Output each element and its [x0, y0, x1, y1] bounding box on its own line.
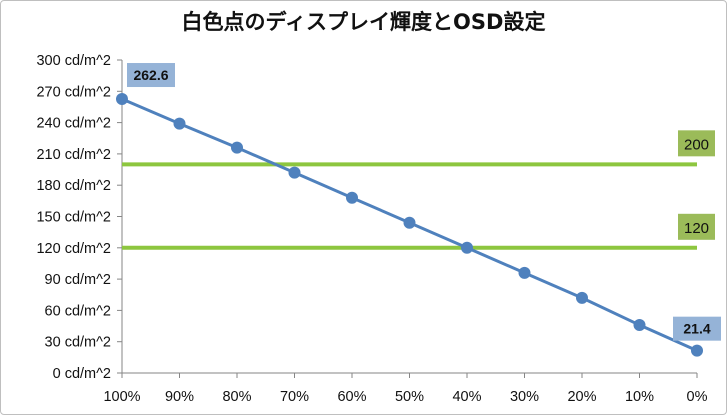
chart-title: 白色点のディスプレイ輝度とOSD設定: [181, 10, 546, 34]
data-point: [231, 141, 243, 154]
x-tick-label: 10%: [625, 389, 654, 405]
data-label: 21.4: [683, 321, 710, 337]
data-label-box: [673, 316, 721, 341]
data-point: [288, 166, 301, 179]
data-point: [518, 266, 531, 279]
y-tick-label: 30 cd/m^2: [45, 335, 111, 351]
data-label-box: [127, 63, 175, 88]
x-tick-label: 50%: [395, 389, 424, 405]
x-tick-label: 70%: [280, 389, 309, 405]
data-point: [691, 344, 703, 357]
y-tick-label: 90 cd/m^2: [45, 272, 111, 288]
y-tick-label: 300 cd/m^2: [36, 53, 111, 69]
data-point: [346, 191, 358, 204]
data-point: [173, 117, 186, 130]
reference-label-box: [678, 213, 715, 240]
data-point: [403, 216, 416, 229]
reference-label: 120: [684, 220, 709, 237]
x-tick-label: 90%: [165, 389, 194, 405]
x-tick-label: 0%: [687, 389, 708, 405]
y-axis: 0 cd/m^2 30 cd/m^2 60 cd/m^2 90 cd/m^2 120 c…: [36, 53, 123, 382]
x-tick-label: 20%: [567, 389, 596, 405]
data-labels: 262.6 21.4: [127, 63, 721, 341]
data-label: 262.6: [133, 67, 168, 83]
reference-lines: 200 120: [122, 130, 715, 250]
reference-label-box: [678, 130, 715, 157]
y-tick-label: 60 cd/m^2: [45, 303, 111, 319]
data-point: [576, 291, 588, 304]
x-tick-label: 100%: [103, 389, 140, 405]
y-tick-label: 270 cd/m^2: [36, 84, 111, 100]
series-layer: [116, 93, 703, 357]
y-tick-label: 0 cd/m^2: [53, 366, 111, 382]
y-tick-label: 150 cd/m^2: [36, 210, 111, 226]
y-tick-label: 180 cd/m^2: [36, 178, 111, 194]
data-point: [633, 319, 646, 332]
y-tick-label: 240 cd/m^2: [36, 116, 111, 132]
x-tick-label: 80%: [222, 389, 251, 405]
reference-label: 200: [684, 136, 709, 153]
y-tick-label: 210 cd/m^2: [36, 147, 111, 163]
data-point: [461, 241, 473, 254]
data-point: [116, 93, 128, 106]
x-tick-label: 30%: [510, 389, 539, 405]
x-tick-label: 60%: [337, 389, 366, 405]
x-axis: 100% 90% 80% 70% 60% 50% 40% 30% 20% 10% 0%: [103, 372, 708, 405]
x-tick-label: 40%: [452, 389, 481, 405]
y-tick-label: 120 cd/m^2: [36, 241, 111, 257]
